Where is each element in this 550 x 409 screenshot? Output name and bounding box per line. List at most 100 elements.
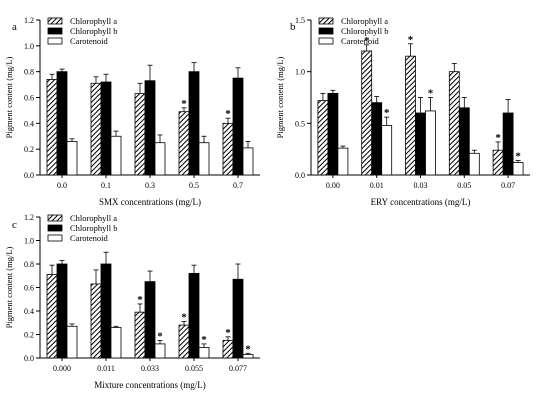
- bar: [56, 263, 68, 359]
- panel-label: c: [12, 219, 17, 231]
- bar: [134, 93, 146, 176]
- bar: [90, 283, 102, 359]
- x-axis-label: Mixture concentrations (mg/L): [94, 380, 205, 390]
- bar: [468, 152, 480, 176]
- x-tick-label: 0.0: [57, 181, 67, 190]
- legend-swatch: [318, 17, 334, 25]
- panel-label: a: [12, 21, 17, 33]
- x-tick-label: 0.3: [145, 181, 155, 190]
- bar: [110, 327, 122, 359]
- bar: [46, 274, 58, 359]
- bar: [371, 102, 383, 176]
- bar: [381, 125, 393, 176]
- bar: [46, 79, 58, 176]
- x-tick-label: 0.5: [189, 181, 199, 190]
- significance-marker: *: [245, 343, 251, 355]
- significance-marker: *: [137, 294, 143, 306]
- bar: [512, 162, 524, 176]
- significance-marker: *: [201, 334, 207, 346]
- y-tick-label: 0.8: [24, 68, 34, 77]
- bar: [222, 122, 234, 176]
- legend-label: Chlorophyll a: [341, 16, 388, 26]
- bar: [242, 147, 254, 176]
- panel-a: a 0.0 0.2 0.4 0.6 0.8 1.0 1.2 Pigment content (m…: [4, 16, 260, 207]
- bar: [198, 142, 210, 176]
- bar: [154, 343, 166, 359]
- bar: [178, 111, 190, 176]
- legend-swatch: [318, 37, 334, 45]
- bar: [110, 135, 122, 176]
- y-tick-label: 0.6: [24, 284, 34, 293]
- legend-swatch: [47, 27, 63, 35]
- significance-marker: *: [428, 88, 434, 100]
- legend-swatch: [47, 17, 63, 25]
- bar: [66, 325, 78, 359]
- significance-marker: *: [181, 312, 187, 324]
- bar: [361, 50, 373, 176]
- legend-swatch: [47, 214, 63, 222]
- y-tick-label: 0.0: [24, 171, 34, 180]
- bar: [90, 82, 102, 176]
- bar: [144, 80, 156, 176]
- y-tick-label: 0.6: [24, 94, 34, 103]
- y-tick-label: 1.5: [295, 16, 305, 25]
- significance-marker: *: [384, 107, 390, 119]
- significance-marker: *: [225, 108, 231, 120]
- bar: [327, 92, 339, 176]
- x-tick-label: 0.05: [457, 181, 471, 190]
- legend-label: Chlorophyll b: [341, 26, 388, 36]
- x-tick-label: 0.055: [185, 364, 203, 373]
- bar: [317, 100, 329, 176]
- panel-b: b 0.0 0.5 1.0 1.5 Pigment content (mg/L) ERY c…: [275, 16, 530, 207]
- y-tick-label: 1.2: [24, 213, 34, 222]
- x-tick-label: 0.00: [326, 181, 340, 190]
- x-tick-label: 0.033: [141, 364, 159, 373]
- x-tick-label: 0.03: [414, 181, 428, 190]
- y-tick-label: 0.4: [24, 307, 34, 316]
- y-tick-label: 1.0: [295, 68, 305, 77]
- legend-label: Carotenoid: [341, 36, 380, 46]
- bar: [405, 55, 416, 176]
- significance-marker: *: [157, 330, 163, 342]
- bar: [492, 149, 504, 176]
- legend-label: Chlorophyll b: [70, 26, 117, 36]
- y-tick-label: 0.5: [295, 119, 305, 128]
- significance-marker: *: [408, 34, 414, 46]
- bar: [178, 324, 190, 359]
- legend-label: Chlorophyll b: [70, 223, 117, 233]
- y-axis-label: Pigment content (mg/L): [275, 56, 285, 138]
- x-axis-label: SMX concentrations (mg/L): [99, 197, 201, 207]
- significance-marker: *: [515, 151, 521, 163]
- bar: [198, 347, 210, 359]
- x-tick-label: 0.011: [97, 364, 115, 373]
- y-tick-label: 0.2: [24, 145, 34, 154]
- bar: [66, 141, 78, 176]
- y-tick-label: 0.4: [24, 119, 34, 128]
- x-tick-label: 0.077: [229, 364, 247, 373]
- bar: [232, 77, 244, 176]
- y-tick-label: 1.0: [24, 42, 34, 51]
- panel-label: b: [290, 21, 296, 33]
- legend-label: Carotenoid: [70, 36, 109, 46]
- significance-marker: *: [495, 132, 501, 144]
- legend-swatch: [47, 37, 63, 45]
- x-tick-label: 0.01: [370, 181, 384, 190]
- y-tick-label: 0.0: [24, 354, 34, 363]
- legend-swatch: [47, 234, 63, 242]
- y-tick-label: 0.0: [295, 171, 305, 180]
- x-tick-label: 0.1: [101, 181, 111, 190]
- y-tick-label: 1.2: [24, 16, 34, 25]
- bar: [337, 147, 349, 176]
- x-tick-label: 0.000: [53, 364, 71, 373]
- bar: [415, 112, 426, 176]
- bar: [458, 107, 470, 176]
- bar: [188, 71, 200, 176]
- bar: [425, 110, 436, 176]
- bar: [100, 263, 112, 359]
- y-axis-label: Pigment content (mg/L): [4, 56, 14, 138]
- bar: [154, 142, 166, 176]
- bar: [188, 272, 200, 359]
- bar: [134, 311, 146, 359]
- legend-label: Chlorophyll a: [70, 16, 117, 26]
